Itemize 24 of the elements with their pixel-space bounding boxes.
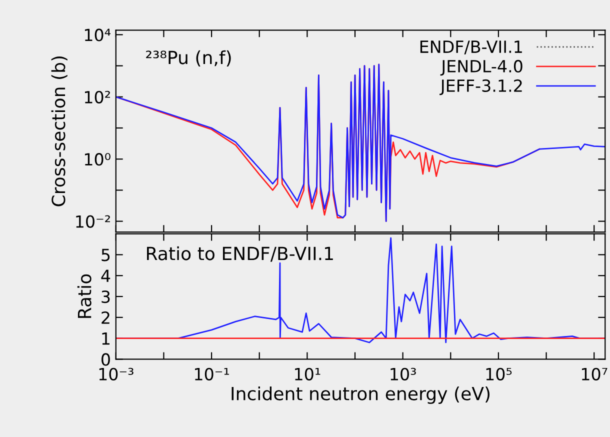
y-tick-label: 10⁻² (76, 215, 110, 228)
x-tick-label: 10⁻¹ (195, 368, 229, 380)
x-tick-label: 10⁷ (582, 368, 608, 380)
y-tick-label: 5 (102, 248, 110, 262)
annotation: ²³⁸Pu (n,f) (146, 50, 231, 66)
x-tick-label: 10⁵ (486, 368, 512, 380)
legend-label: ENDF/B-VII.1 (420, 40, 522, 54)
y-tick-label: 1 (102, 332, 110, 345)
y-tick-label: 10² (84, 90, 110, 104)
annotation: Ratio to ENDF/B-VII.1 (147, 246, 333, 262)
x-tick-label: 10¹ (295, 368, 320, 380)
y-tick-label: 10⁰ (84, 153, 110, 166)
legend-label: JEFF-3.1.2 (440, 79, 522, 96)
y-tick-label: 2 (102, 311, 110, 324)
x-tick-label: 10⁻³ (99, 368, 134, 380)
y-axis-title: Cross-section (b) (51, 56, 68, 206)
y-tick-label: 3 (102, 290, 110, 304)
y-tick-label: 0 (102, 353, 110, 366)
x-tick-label: 10³ (390, 368, 416, 380)
legend-label: JENDL-4.0 (440, 60, 522, 76)
y-tick-label: 4 (101, 270, 110, 282)
y-tick-label: 10⁴ (84, 28, 111, 42)
y-axis-title: Ratio (77, 274, 92, 318)
x-axis-title: Incident neutron energy (eV) (232, 386, 490, 404)
